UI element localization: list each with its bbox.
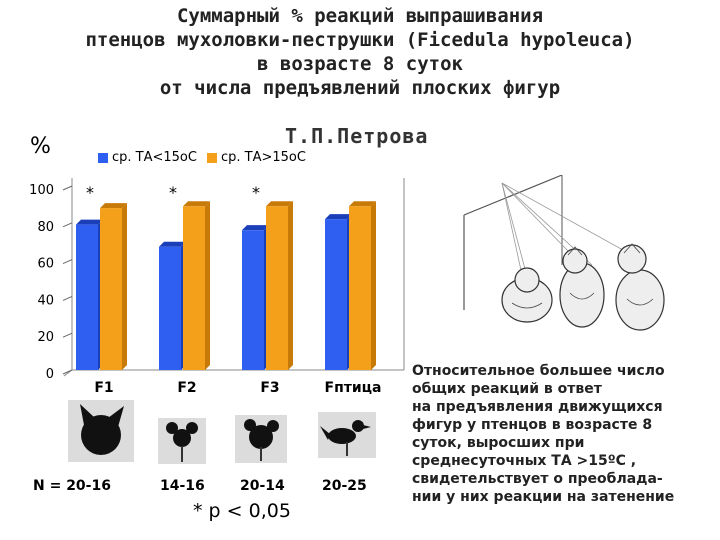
y-tick-mark <box>62 332 73 338</box>
bar <box>159 246 181 370</box>
bar <box>76 224 98 370</box>
y-tick-label: 80 <box>37 220 54 235</box>
bar <box>325 219 347 370</box>
x-tick-label: F1 <box>94 380 113 396</box>
legend-label-cold: ср. ТА<15оС <box>112 150 197 165</box>
chart-title: Суммарный % реакций выпрашивания птенцов… <box>0 4 720 100</box>
y-tick-mark <box>62 222 73 228</box>
sample-size-f1: N = 20-16 <box>33 478 111 494</box>
note-line-3: на предъявления движущихся <box>412 399 663 415</box>
significance-star: * <box>252 183 260 202</box>
bar <box>266 206 288 370</box>
note-line-4: фигур у птенцов в возрасте 8 <box>412 417 653 433</box>
legend-swatch-warm <box>206 152 217 163</box>
note-line-8: нии у них реакции на затенение <box>412 489 675 505</box>
note-line-7: свидетельствует о преоблада- <box>412 471 663 487</box>
bar-top <box>159 241 186 247</box>
legend-entry-cold: ср. ТА<15оС <box>98 150 197 165</box>
y-tick-label: 20 <box>37 330 54 345</box>
note-line-6: среднесуточных ТА >15ºС , <box>412 453 637 469</box>
legend-label-warm: ср. ТА>15оС <box>220 150 306 165</box>
y-tick-mark <box>62 185 73 191</box>
title-line-1: Суммарный % реакций выпрашивания <box>176 5 544 27</box>
note-line-1: Относительное большее число <box>412 363 665 379</box>
bar <box>183 206 205 370</box>
y-tick-mark <box>62 369 73 375</box>
note-line-2: общих реакций в ответ <box>412 381 602 397</box>
nestlings-illustration <box>442 175 682 355</box>
stimulus-f3-image <box>235 415 287 463</box>
y-tick-label: 60 <box>37 257 54 272</box>
bar-top <box>76 219 103 225</box>
bar-side <box>371 201 376 370</box>
legend-entry-warm: ср. ТА>15оС <box>206 150 306 165</box>
y-tick-mark <box>62 295 73 301</box>
legend-swatch-cold <box>98 152 108 163</box>
y-tick-label: 40 <box>37 293 54 308</box>
bar-top <box>183 201 210 207</box>
bar-side <box>122 203 127 370</box>
bar-top <box>100 203 127 209</box>
significance-star: * <box>169 183 177 202</box>
conclusion-text: Относительное большее число общих реакци… <box>412 362 712 506</box>
bar-side <box>205 201 210 370</box>
bar <box>242 230 264 370</box>
mouse-head-icon <box>166 422 198 462</box>
x-tick-label: F3 <box>260 380 279 396</box>
stimulus-f1-image <box>68 400 134 462</box>
title-line-2: птенцов мухоловки-пеструшки (Ficedula hy… <box>85 29 635 51</box>
title-line-4: от числа предъявлений плоских фигур <box>159 77 561 99</box>
x-tick-label: Fптица <box>325 380 382 396</box>
bar-top <box>242 225 269 231</box>
y-tick-label: 100 <box>29 183 54 198</box>
bar-top <box>266 201 293 207</box>
y-tick-label: 0 <box>46 367 54 382</box>
stimulus-f2-image <box>158 418 206 464</box>
author-name: Т.П.Петрова <box>285 124 429 148</box>
note-line-5: суток, выросших при <box>412 435 585 451</box>
bar-top <box>325 214 352 220</box>
bird-icon <box>320 420 371 456</box>
sample-size-f3: 20-14 <box>240 478 285 494</box>
sample-size-bird: 20-25 <box>322 478 367 494</box>
significance-star: * <box>86 183 94 202</box>
y-tick-mark <box>62 259 73 265</box>
bar <box>349 206 371 370</box>
bar-top <box>349 201 376 207</box>
mouse-head-small-icon <box>244 419 279 461</box>
y-axis-unit: % <box>30 134 51 159</box>
x-tick-label: F2 <box>177 380 196 396</box>
chart-legend: ср. ТА<15оС ср. ТА>15оС <box>98 150 306 165</box>
significance-note: * p < 0,05 <box>193 500 291 522</box>
bar-side <box>288 201 293 370</box>
stimulus-bird-image <box>318 412 376 458</box>
title-line-3: в возрасте 8 суток <box>257 53 463 75</box>
cat-head-icon <box>80 404 124 455</box>
bar <box>100 208 122 370</box>
sample-size-f2: 14-16 <box>160 478 205 494</box>
